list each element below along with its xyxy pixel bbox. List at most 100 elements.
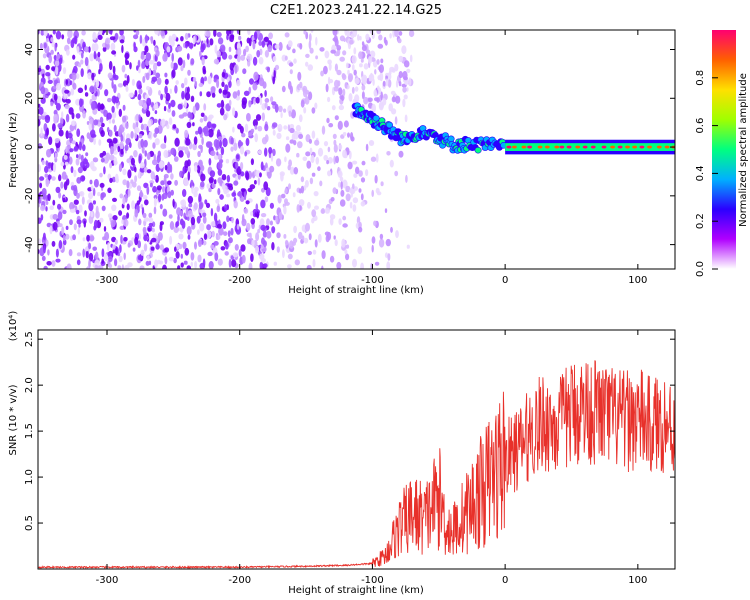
spectrogram-cell [163, 135, 167, 144]
spectrogram-cell [222, 89, 228, 95]
snr-y-label: SNR (10 * v/v) [8, 384, 19, 455]
spectrogram-cell [148, 217, 154, 223]
spectrogram-cell [283, 205, 287, 215]
spectrogram-cell [88, 202, 94, 212]
spectrogram-cell [187, 69, 191, 76]
spectrogram-cell [171, 110, 176, 117]
spectrogram-cell [61, 111, 64, 119]
spectrogram-cell [379, 233, 384, 240]
spectrogram-cell [365, 169, 369, 177]
spectrogram-cell [228, 258, 232, 268]
spectrogram-cell [363, 63, 369, 70]
spectrogram-cell [130, 157, 135, 166]
spectrogram-cell [145, 72, 150, 81]
spectrogram-cell [174, 137, 180, 147]
spectrogram-cell [311, 130, 316, 139]
spectrogram-cell [138, 114, 141, 121]
spectrogram-cell [45, 160, 49, 167]
spectrogram-cell [285, 136, 290, 141]
spectrogram-cell [142, 195, 148, 200]
spectrogram-cell [88, 242, 92, 250]
spectrogram-cell [40, 30, 45, 36]
spectrogram-cell [48, 54, 52, 64]
spectrogram-cell [239, 145, 245, 155]
spectrogram-cell [124, 52, 130, 60]
spectrogram-cell [67, 30, 73, 39]
spectrogram-cell [139, 191, 144, 198]
spectrogram-cell [198, 144, 203, 149]
spectrogram-cell [398, 55, 404, 63]
spectrogram-cell [353, 186, 358, 191]
spectrogram-cell [62, 234, 66, 242]
spectrogram-cell [197, 150, 201, 158]
spectrogram-cell [47, 174, 52, 180]
spectrogram-cell [264, 102, 268, 109]
spectrogram-cell [353, 173, 358, 179]
spectrogram-cell [45, 178, 50, 188]
spectrogram-cell [378, 238, 385, 248]
spectrogram-cell [334, 63, 338, 72]
spectrogram-cell [345, 244, 350, 249]
spectrogram-cell [44, 165, 49, 174]
x-tick-label: -200 [228, 275, 251, 286]
spectrogram-cell [134, 127, 140, 134]
spectrogram-cell [291, 133, 296, 141]
spectrogram-cell [190, 261, 193, 267]
spectrogram-cell [118, 163, 123, 172]
spectrogram-cell [353, 47, 357, 55]
spectrogram-cell [391, 68, 396, 73]
spectrogram-cell [347, 73, 354, 82]
spectrogram-cell [217, 129, 221, 137]
spectrogram-cell [315, 156, 320, 165]
spectrogram-cell [338, 104, 345, 111]
spectrogram-cell [58, 240, 63, 249]
y-tick-label: 2.0 [24, 377, 35, 393]
spectrogram-cell [166, 46, 171, 53]
spectrogram-cell [64, 104, 70, 110]
spectrogram-cell [139, 162, 145, 169]
spectrogram-cell [106, 138, 113, 144]
spectrogram-cell [360, 201, 366, 207]
spectrogram-cell [124, 73, 128, 79]
spectrogram-cell [343, 154, 348, 159]
spectrogram-cell [70, 185, 75, 191]
spectrogram-cell [226, 215, 230, 223]
spectrogram-cell [280, 111, 283, 119]
spectrogram-cell [207, 75, 212, 85]
spectrogram-cell [177, 57, 183, 66]
spectrogram-cell [192, 35, 196, 45]
spectrogram-cell [123, 252, 126, 260]
spectrogram-cell [307, 64, 313, 71]
spectrogram-cell [103, 166, 106, 175]
spectrogram-cell [276, 132, 282, 140]
spectrogram-cell [121, 64, 126, 73]
spectrogram-cell [109, 162, 113, 169]
spectrogram-cell [323, 65, 328, 75]
spectrogram-cell [39, 176, 45, 181]
spectrogram-cell [206, 230, 212, 239]
spectrogram-cell [228, 185, 234, 191]
spectrogram-cell [115, 247, 118, 256]
spectrogram-cell [128, 92, 134, 98]
spectrogram-cell [220, 146, 225, 156]
spectrogram-cell [182, 59, 186, 69]
spectrogram-cell [234, 64, 238, 74]
spectrogram-cell [200, 112, 205, 118]
spectrogram-cell [82, 248, 85, 258]
spectrogram-cell [264, 50, 269, 58]
spectrogram-cell [340, 180, 343, 190]
spectrogram-cell [321, 265, 324, 269]
spectrogram-cell [261, 187, 265, 193]
spectrogram-cell [308, 33, 312, 42]
spectrogram-cell [229, 62, 234, 71]
spectrogram-cell [124, 264, 130, 269]
signal-trace-cell [474, 146, 482, 154]
spectrogram-cell [216, 205, 221, 212]
spectrogram-cell [85, 250, 89, 259]
x-tick-label: 0 [502, 275, 508, 286]
spectrogram-cell [357, 34, 360, 41]
spectrogram-cell [272, 122, 278, 128]
spectrogram-cell [75, 113, 81, 119]
x-tick-label: 0 [502, 575, 508, 586]
spectrogram-cell [65, 225, 69, 230]
